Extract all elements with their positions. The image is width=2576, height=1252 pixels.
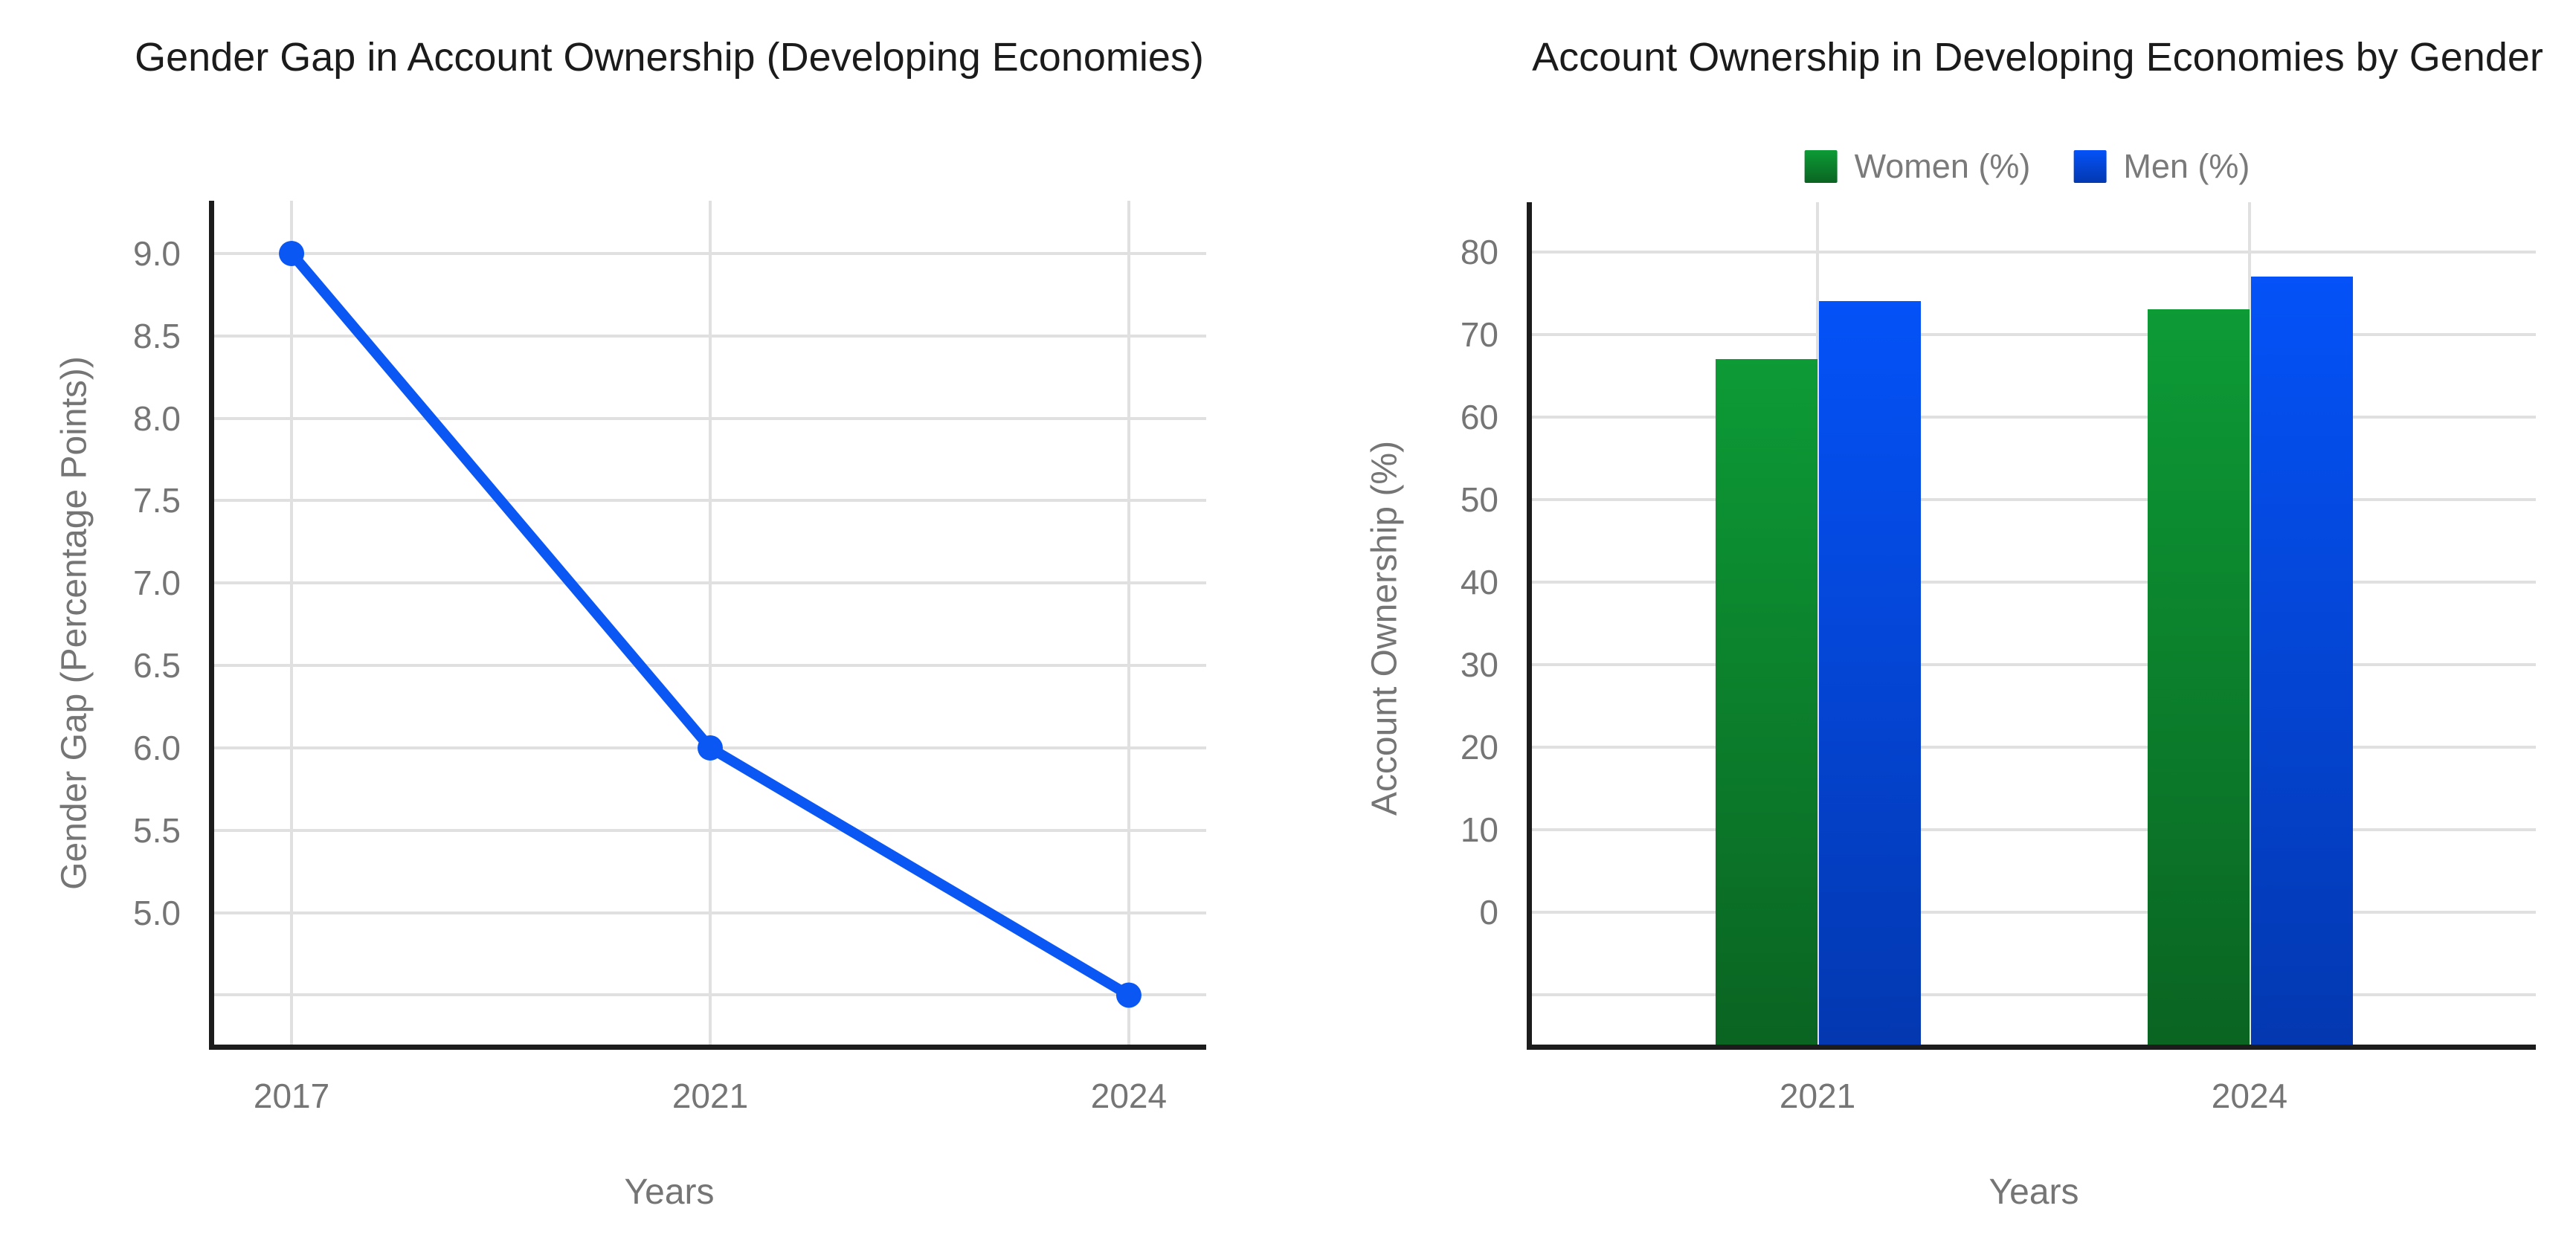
h-gridline-50 (1532, 497, 2536, 501)
y-tick-label-20: 20 (1460, 728, 1498, 767)
h-gridline-60 (1532, 415, 2536, 419)
bar-chart-y-axis-title: Account Ownership (%) (1365, 440, 1405, 816)
data-point-2017[interactable] (279, 240, 305, 266)
h-gridline-0 (1532, 911, 2536, 914)
x-tick-label-2021: 2021 (1779, 1077, 1856, 1115)
y-tick-label-10: 10 (1460, 810, 1498, 850)
line-chart-y-axis-title: Gender Gap (Percentage Points)) (54, 356, 94, 890)
y-tick-label-50: 50 (1460, 480, 1498, 519)
y-tick-label-6-0: 6.0 (133, 728, 181, 767)
trend-line[interactable] (286, 248, 1134, 1001)
legend-label-women: Women (%) (1854, 147, 2031, 185)
y-tick-label-7-5: 7.5 (133, 481, 181, 520)
bar-chart-x-axis-title: Years (1989, 1172, 2079, 1212)
line-chart-x-axis-title: Years (624, 1172, 715, 1212)
x-axis-line (209, 1045, 1206, 1050)
y-tick-label-8-5: 8.5 (133, 316, 181, 355)
y-tick-label-5-0: 5.0 (133, 893, 181, 932)
x-tick-label-2024: 2024 (1090, 1077, 1168, 1115)
bar-chart-title: Account Ownership in Developing Economie… (1532, 35, 2543, 80)
data-point-2021[interactable] (698, 735, 723, 761)
h-gridline-30 (1532, 663, 2536, 667)
bar-chart-legend: Women (%) Men (%) (1804, 147, 2250, 186)
y-tick-label-30: 30 (1460, 645, 1498, 685)
y-tick-label-40: 40 (1460, 562, 1498, 601)
x-tick-label-2017: 2017 (253, 1077, 330, 1115)
legend-label-men: Men (%) (2123, 147, 2250, 185)
h-gridline-20 (1532, 746, 2536, 749)
data-point-2024[interactable] (1115, 982, 1142, 1008)
y-axis-line (1527, 202, 1532, 1050)
y-tick-label-60: 60 (1460, 397, 1498, 436)
y-tick-label-70: 70 (1460, 314, 1498, 354)
h-gridline-10 (1532, 828, 2536, 832)
x-tick-label-2021: 2021 (672, 1077, 749, 1115)
bar-women-2024[interactable] (2147, 309, 2250, 1045)
legend-item-men[interactable]: Men (%) (2073, 147, 2250, 186)
legend-item-women[interactable]: Women (%) (1804, 147, 2031, 186)
y-tick-label-7-0: 7.0 (133, 564, 181, 603)
v-gridline-2021 (1816, 202, 1820, 1045)
bar-men-2024[interactable] (2250, 276, 2353, 1045)
bar-men-2021[interactable] (1819, 301, 1922, 1045)
v-gridline-2024 (1127, 201, 1130, 1045)
y-tick-label-8-0: 8.0 (133, 398, 181, 438)
bar-women-2021[interactable] (1716, 359, 1818, 1045)
v-gridline-2017 (290, 201, 294, 1045)
line-chart-title: Gender Gap in Account Ownership (Develop… (135, 35, 1204, 80)
v-gridline-2024 (2247, 202, 2251, 1045)
y-tick-label-9-0: 9.0 (133, 233, 181, 273)
h-gridline-40 (1532, 580, 2536, 584)
y-tick-label-5-5: 5.5 (133, 810, 181, 850)
y-tick-label-80: 80 (1460, 232, 1498, 271)
v-gridline-2021 (709, 201, 712, 1045)
h-gridline-10 (1532, 993, 2536, 997)
legend-swatch-men (2073, 150, 2107, 183)
x-axis-line (1527, 1045, 2536, 1050)
line-series-gender-gap (279, 240, 1142, 1008)
y-axis-line (209, 201, 214, 1050)
y-tick-label-6-5: 6.5 (133, 646, 181, 685)
x-tick-label-2024: 2024 (2211, 1077, 2288, 1115)
h-gridline-80 (1532, 250, 2536, 254)
h-gridline-70 (1532, 332, 2536, 336)
legend-swatch-women (1804, 150, 1838, 183)
y-tick-label-0: 0 (1479, 893, 1498, 932)
